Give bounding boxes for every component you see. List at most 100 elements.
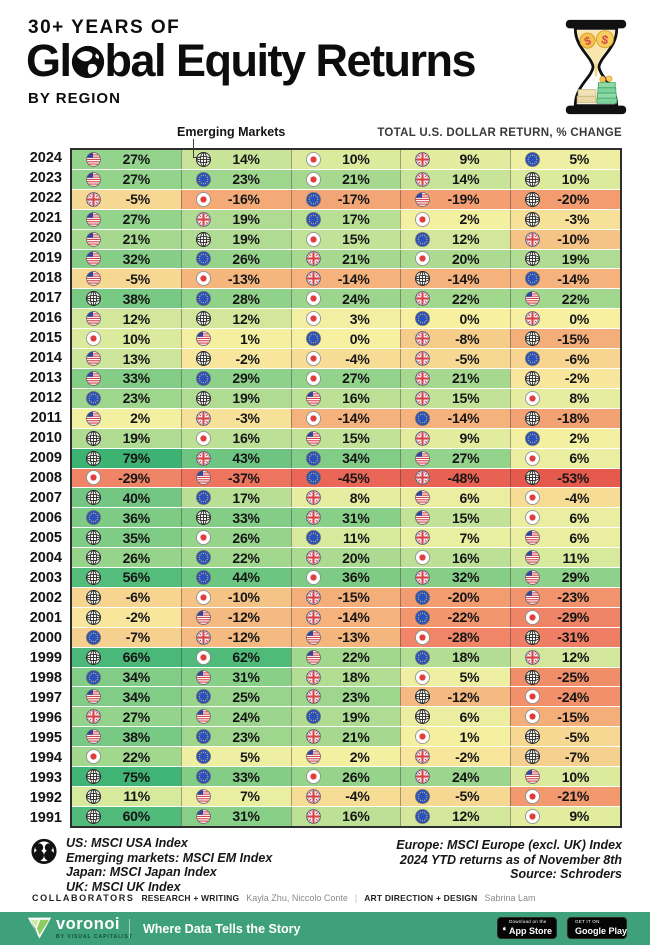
return-value: 10% — [342, 151, 370, 168]
return-value: 2% — [459, 211, 480, 228]
return-cell: 9% — [400, 150, 511, 169]
return-value: 6% — [459, 489, 480, 506]
return-cell: -24% — [510, 687, 620, 707]
europe-eu-flag-icon — [415, 788, 431, 804]
return-cell: 38% — [72, 289, 181, 309]
emerging-markets-globe-icon — [86, 808, 101, 824]
return-value: 16% — [342, 808, 370, 825]
app-store-badge[interactable]: Download on the App Store — [497, 917, 557, 939]
separator: | — [354, 893, 358, 903]
uk-flag-icon — [306, 510, 321, 525]
svg-text:$: $ — [600, 32, 610, 47]
return-value: -14% — [447, 270, 480, 287]
return-cell: 17% — [180, 488, 291, 508]
us-flag-icon — [525, 590, 540, 605]
return-cell: 10% — [290, 150, 401, 169]
year-label: 2021 — [29, 210, 62, 226]
return-cell: 0% — [400, 309, 511, 329]
year-label: 2005 — [29, 530, 62, 546]
return-value: 9% — [459, 430, 480, 447]
return-cell: -5% — [400, 787, 511, 806]
us-flag-icon — [415, 451, 430, 466]
return-cell: 31% — [180, 667, 291, 687]
uk-flag-icon — [306, 789, 321, 804]
uk-flag-icon — [196, 451, 211, 466]
table-row: 10% 1% 0% -8% -15% — [72, 328, 620, 349]
return-cell: 14% — [180, 150, 291, 169]
return-cell: -5% — [400, 349, 511, 368]
uk-flag-icon — [415, 470, 430, 485]
return-value: -17% — [337, 191, 370, 208]
return-value: 8% — [569, 390, 590, 407]
japan-flag-icon — [195, 589, 211, 605]
table-row: 22% 5% 2% -2% -7% — [72, 746, 620, 767]
japan-flag-icon — [86, 331, 101, 347]
us-flag-icon — [86, 232, 101, 247]
table-row: 32% 26% 21% 20% 19% — [72, 248, 620, 269]
japan-flag-icon — [415, 251, 431, 267]
return-value: 19% — [342, 708, 370, 725]
table-row: 79% 43% 34% 27% 6% — [72, 447, 620, 468]
return-value: -5% — [455, 350, 480, 367]
return-cell: 3% — [290, 309, 401, 329]
return-cell: 22% — [510, 289, 620, 309]
return-value: -6% — [125, 589, 150, 606]
return-value: -20% — [447, 589, 480, 606]
return-value: 9% — [459, 151, 480, 168]
japan-flag-icon — [305, 171, 321, 187]
us-flag-icon — [196, 470, 211, 485]
hourglass-money-icon: $ $ — [565, 19, 627, 115]
return-cell: 16% — [290, 388, 401, 408]
return-cell: 6% — [510, 448, 620, 468]
return-cell: -53% — [510, 468, 620, 488]
return-cell: 10% — [510, 169, 620, 189]
year-label: 2011 — [30, 410, 62, 426]
table-row: -2% -12% -14% -22% -29% — [72, 606, 620, 627]
return-value: -13% — [227, 270, 260, 287]
japan-flag-icon — [305, 311, 321, 327]
return-value: 21% — [342, 171, 370, 188]
return-value: 27% — [451, 450, 480, 467]
return-cell: 9% — [510, 806, 620, 826]
return-cell: 25% — [180, 687, 291, 707]
year-label: 2000 — [29, 630, 62, 646]
google-play-badge[interactable]: GET IT ON Google Play — [567, 917, 627, 939]
return-value: -53% — [557, 469, 590, 486]
uk-flag-icon — [196, 212, 211, 227]
europe-eu-flag-icon — [305, 331, 321, 347]
return-cell: -3% — [180, 408, 291, 428]
year-label: 2018 — [29, 270, 62, 286]
collaborator-role: RESEARCH + WRITING — [141, 893, 240, 903]
europe-eu-flag-icon — [195, 370, 211, 386]
return-value: 18% — [451, 649, 480, 666]
table-row: 40% 17% 8% 6% -4% — [72, 487, 620, 508]
badge-caption: GET IT ON — [575, 919, 600, 925]
emerging-markets-globe-icon — [415, 709, 431, 725]
return-value: -24% — [557, 688, 590, 705]
return-value: 19% — [232, 231, 260, 248]
year-label: 2023 — [29, 170, 62, 186]
emerging-markets-globe-icon — [525, 191, 541, 207]
europe-eu-flag-icon — [195, 749, 211, 765]
return-value: -4% — [345, 788, 370, 805]
return-cell: -14% — [510, 269, 620, 289]
return-cell: 29% — [510, 568, 620, 587]
return-value: -5% — [125, 270, 150, 287]
return-value: -12% — [227, 609, 260, 626]
return-cell: 44% — [180, 568, 291, 587]
japan-flag-icon — [525, 390, 541, 406]
us-flag-icon — [306, 630, 321, 645]
year-label: 2002 — [29, 590, 62, 606]
return-cell: 12% — [72, 309, 181, 329]
return-value: 23% — [342, 688, 370, 705]
japan-flag-icon — [415, 629, 431, 645]
emerging-markets-globe-icon — [415, 271, 431, 287]
return-cell: -3% — [510, 209, 620, 229]
return-value: 33% — [232, 768, 260, 785]
return-cell: 18% — [290, 667, 401, 687]
return-value: 19% — [232, 390, 260, 407]
return-cell: 6% — [400, 707, 511, 727]
return-value: 36% — [122, 509, 151, 526]
japan-flag-icon — [525, 609, 541, 625]
